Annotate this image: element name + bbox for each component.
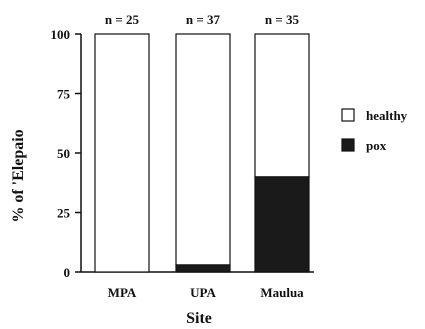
bar-healthy-mpa	[94, 33, 150, 273]
legend: healthy pox	[341, 108, 408, 153]
x-tick-label: Maulua	[260, 285, 304, 300]
y-tick-label: 25	[57, 206, 71, 221]
y-tick-label: 50	[57, 146, 70, 161]
y-tick-label: 75	[57, 87, 71, 102]
sample-size-labels: n = 25 n = 37 n = 35	[105, 12, 300, 27]
x-tick-label: UPA	[190, 285, 216, 300]
x-axis-label: Site	[186, 310, 212, 327]
legend-swatch-pox	[341, 138, 355, 152]
bar-pox-upa	[175, 264, 231, 273]
legend-label-pox: pox	[366, 138, 387, 153]
sample-size-label: n = 37	[186, 12, 221, 27]
bar-pox-maulua	[254, 176, 310, 273]
y-ticks: 0 25 50 75 100	[51, 27, 81, 280]
x-tick-label: MPA	[108, 285, 137, 300]
sample-size-label: n = 25	[105, 12, 140, 27]
bars	[94, 33, 310, 273]
bar-healthy-upa	[175, 33, 231, 266]
bar-healthy-maulua	[254, 33, 310, 178]
y-axis-label: % of 'Elepaio	[10, 129, 27, 222]
y-tick-label: 100	[51, 27, 71, 42]
legend-swatch-healthy	[341, 108, 355, 122]
legend-label-healthy: healthy	[366, 108, 408, 123]
y-tick-label: 0	[64, 265, 71, 280]
x-tick-labels: MPA UPA Maulua	[108, 285, 304, 300]
sample-size-label: n = 35	[265, 12, 300, 27]
